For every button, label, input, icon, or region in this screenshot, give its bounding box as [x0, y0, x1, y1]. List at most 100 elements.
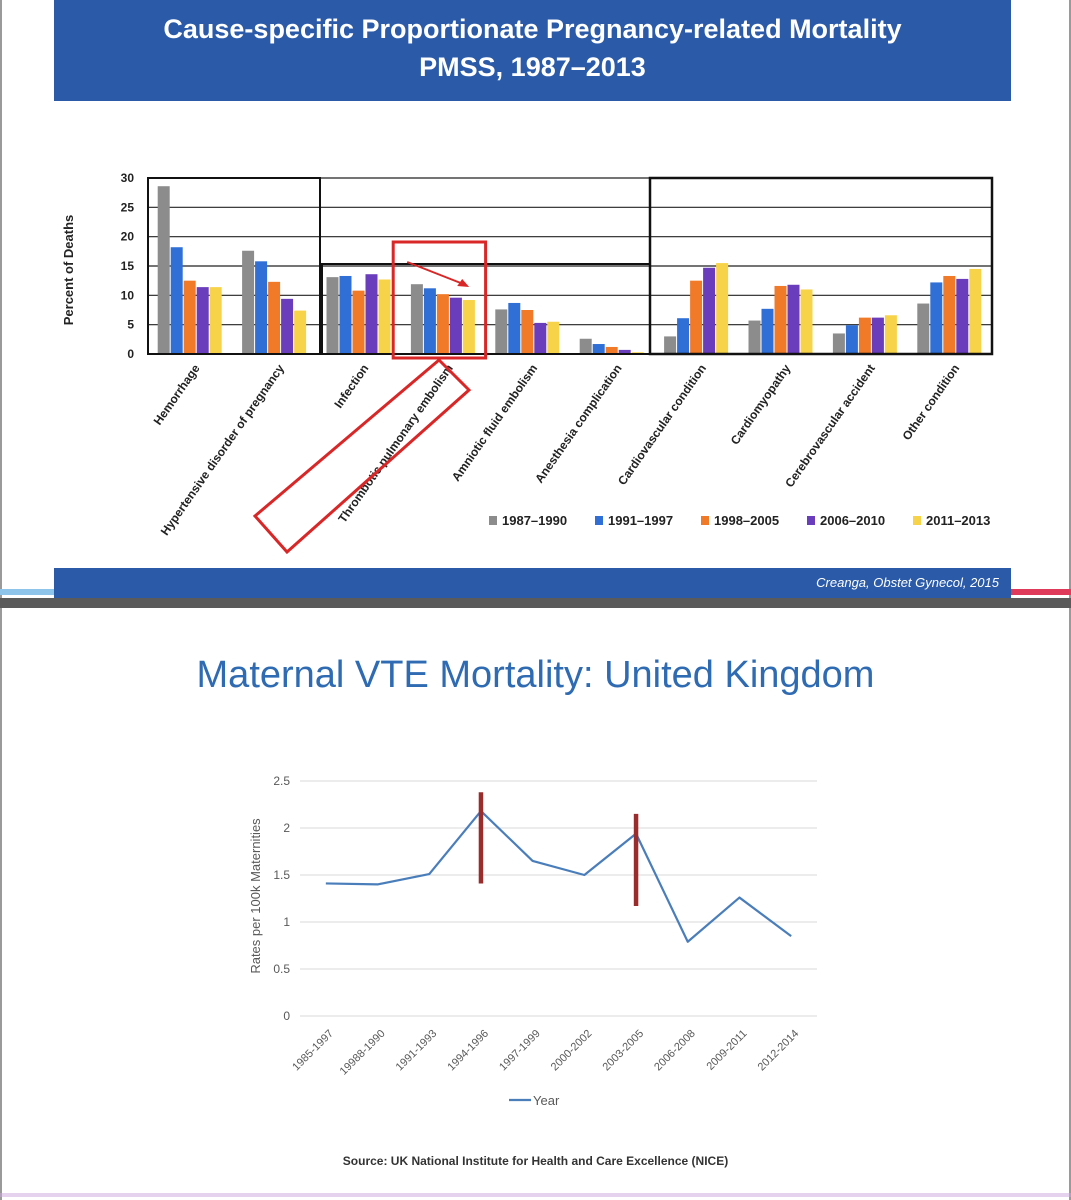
x-tick-label: 1985-1997 [290, 1028, 336, 1074]
slide-2: Maternal VTE Mortality: United Kingdom 0… [0, 608, 1071, 1200]
x-tick-label: Infection [331, 362, 371, 411]
x-tick-label: Hemorrhage [151, 361, 203, 427]
y-tick-label: 10 [121, 288, 135, 302]
bar [800, 289, 813, 354]
title-banner: Cause-specific Proportionate Pregnancy-r… [54, 0, 1011, 101]
bar [956, 278, 969, 354]
bar [690, 280, 703, 354]
bar [508, 302, 521, 354]
legend-label: 1987–1990 [502, 513, 567, 528]
legend-swatch [913, 516, 921, 525]
bar [664, 336, 677, 354]
bar [157, 186, 170, 354]
bar [410, 284, 423, 354]
x-tick-label: 1994-1996 [445, 1028, 491, 1074]
y-tick-label: 1.5 [273, 868, 290, 882]
slide-title-line-2: PMSS, 1987–2013 [419, 52, 646, 82]
x-tick-label: 19988-1990 [338, 1028, 388, 1078]
x-tick-label: Anesthesia complication [532, 362, 625, 486]
bar [592, 344, 605, 354]
bar [930, 282, 943, 354]
bar [436, 294, 449, 354]
y-tick-label: 1 [283, 915, 290, 929]
x-tick-label: 2003-2005 [600, 1028, 646, 1074]
bar [832, 333, 845, 354]
bar [268, 281, 281, 354]
accent-stripe [0, 589, 54, 595]
source-note: Source: UK National Institute for Health… [342, 1154, 729, 1168]
bar [943, 275, 956, 354]
y-tick-label: 5 [127, 318, 134, 332]
bar [579, 338, 592, 354]
bar [196, 287, 209, 354]
slide-title-line-1: Cause-specific Proportionate Pregnancy-r… [163, 14, 902, 44]
bar [716, 263, 729, 354]
series-line [325, 809, 792, 943]
bar [294, 310, 307, 354]
legend-label: 2011–2013 [926, 513, 990, 528]
slide-divider [0, 598, 1071, 608]
bottom-accent [0, 1193, 1071, 1197]
x-tick-label: 2012-2014 [756, 1028, 802, 1074]
bar [255, 261, 268, 354]
bar [605, 346, 618, 354]
bar [462, 300, 475, 354]
y-tick-label: 0.5 [273, 962, 290, 976]
bar [242, 250, 255, 354]
y-tick-label: 0 [127, 347, 134, 361]
legend-swatch [807, 516, 815, 525]
bar [969, 268, 982, 354]
slide-border [0, 0, 2, 600]
slide-border [1069, 608, 1071, 1200]
bar [209, 287, 222, 354]
y-tick-label: 2 [283, 821, 290, 835]
bar [761, 308, 774, 354]
bar [534, 322, 547, 354]
bar [365, 274, 378, 354]
slide-border [0, 608, 2, 1200]
bar [547, 321, 560, 354]
bar [326, 277, 339, 354]
x-tick-label: 1991-1993 [394, 1028, 440, 1074]
bar [917, 303, 930, 354]
y-tick-label: 15 [121, 259, 135, 273]
legend-swatch [701, 516, 709, 525]
bar [787, 284, 800, 354]
x-tick-label: 2006-2008 [652, 1028, 698, 1074]
bar [183, 280, 196, 354]
label-highlight-box [252, 357, 472, 555]
x-tick-label: Cerebrovascular accident [782, 362, 878, 490]
bar [352, 290, 365, 354]
x-tick-label: 1997-1999 [497, 1028, 543, 1074]
y-tick-label: 2.5 [273, 774, 290, 788]
bar [748, 320, 761, 354]
slide-border [1069, 0, 1071, 600]
line-chart: 0 0.5 1 1.5 2 2.5 1985-1997 19988-1990 1991-199… [248, 774, 817, 1108]
x-tick-label: Cardiovascular condition [615, 362, 709, 488]
bar [449, 297, 462, 354]
legend-label: 1998–2005 [714, 513, 779, 528]
x-tick-label: 2000-2002 [549, 1028, 595, 1074]
slide-title: Maternal VTE Mortality: United Kingdom [196, 654, 875, 696]
legend-label: 1991–1997 [608, 513, 673, 528]
bar [170, 247, 183, 354]
y-tick-label: 0 [283, 1009, 290, 1023]
bar [521, 310, 534, 354]
bar [871, 317, 884, 354]
bar [618, 349, 631, 354]
y-tick-label: 25 [121, 200, 135, 214]
x-tick-label: Cardiomyopathy [728, 361, 794, 447]
bar [339, 275, 352, 354]
x-tick-label: Amniotic fluid embolism [449, 362, 540, 484]
accent-stripe [1011, 589, 1071, 595]
trend-arrow [406, 261, 464, 285]
citation: Creanga, Obstet Gynecol, 2015 [816, 575, 999, 590]
legend-label: Year [533, 1093, 560, 1108]
x-tick-label: 2009-2011 [704, 1028, 749, 1073]
bar [774, 285, 787, 354]
y-axis-label: Rates per 100k Maternities [248, 818, 263, 974]
y-tick-label: 30 [121, 171, 135, 185]
section-frame [648, 176, 994, 356]
bar [845, 325, 858, 354]
